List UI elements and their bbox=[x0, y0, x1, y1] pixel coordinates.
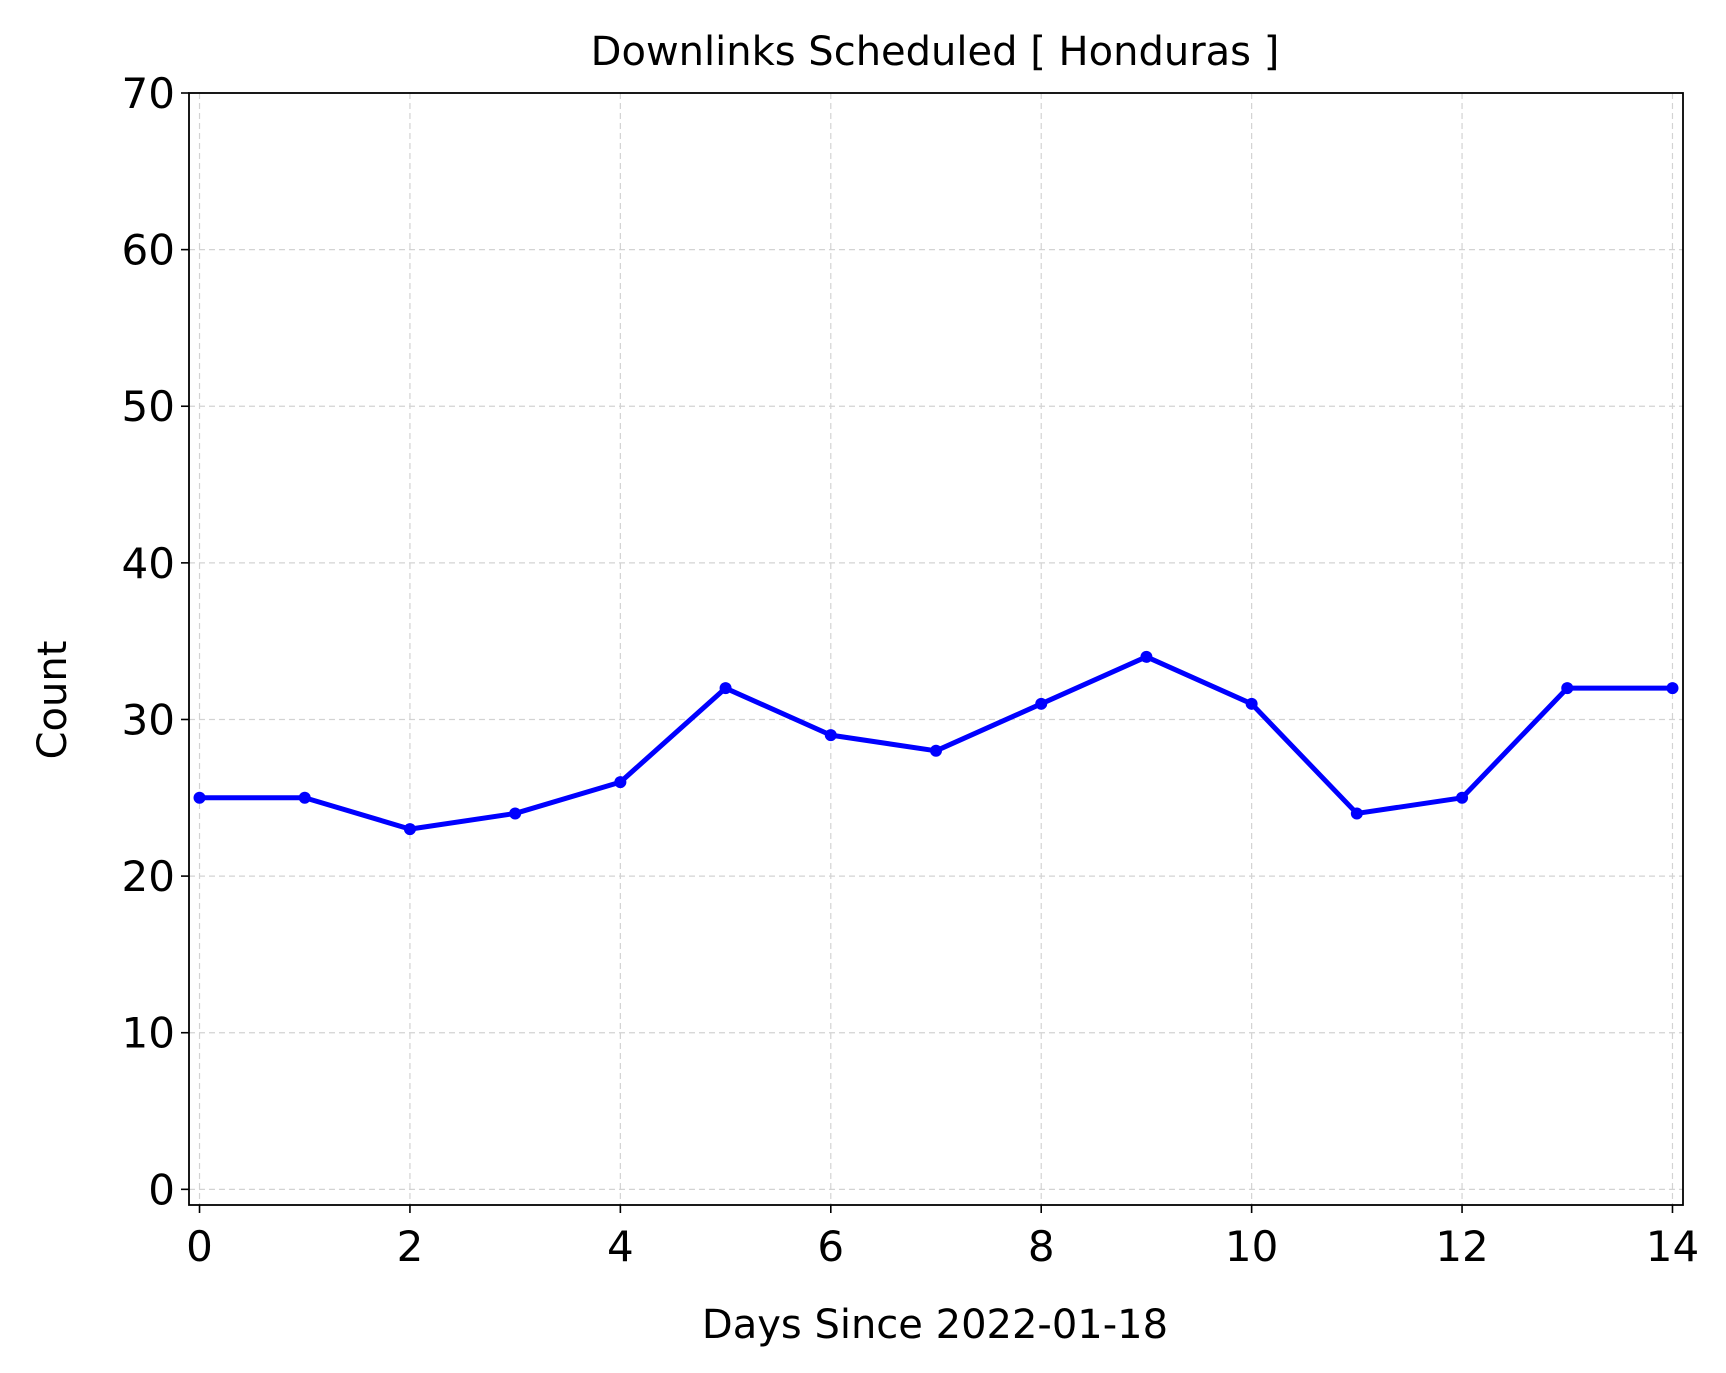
data-point bbox=[298, 791, 311, 804]
data-point bbox=[1245, 697, 1258, 710]
y-tick-label: 50 bbox=[122, 382, 175, 431]
data-point bbox=[1035, 697, 1048, 710]
data-point bbox=[193, 791, 206, 804]
series-layer bbox=[193, 650, 1679, 836]
y-tick-label: 40 bbox=[122, 539, 175, 588]
x-axis-label: Days Since 2022-01-18 bbox=[702, 1302, 1168, 1348]
x-tick-label: 0 bbox=[186, 1222, 213, 1271]
x-tick-label: 4 bbox=[607, 1222, 634, 1271]
y-axis-label: Count bbox=[30, 641, 76, 760]
y-tick-label: 10 bbox=[122, 1009, 175, 1058]
data-point bbox=[509, 807, 522, 820]
data-point bbox=[614, 776, 627, 789]
plot-frame bbox=[188, 92, 1684, 1206]
x-tick-label: 2 bbox=[397, 1222, 424, 1271]
x-axis: 0 2 4 6 8 10 12 14 bbox=[186, 1205, 1699, 1271]
y-tick-label: 30 bbox=[122, 695, 175, 744]
data-point bbox=[403, 823, 416, 836]
x-tick-label: 12 bbox=[1435, 1222, 1488, 1271]
chart-title: Downlinks Scheduled [ Honduras ] bbox=[591, 29, 1280, 75]
x-tick-label: 10 bbox=[1225, 1222, 1278, 1271]
data-point bbox=[1140, 650, 1153, 663]
data-point bbox=[1666, 682, 1679, 695]
data-point bbox=[719, 682, 732, 695]
y-tick-label: 60 bbox=[122, 226, 175, 275]
data-point bbox=[1561, 682, 1574, 695]
x-tick-label: 6 bbox=[817, 1222, 844, 1271]
y-axis: 0 10 20 30 40 50 60 70 bbox=[122, 69, 189, 1214]
x-tick-label: 8 bbox=[1028, 1222, 1055, 1271]
y-tick-label: 70 bbox=[122, 69, 175, 118]
data-point bbox=[930, 744, 942, 757]
y-tick-label: 0 bbox=[148, 1165, 175, 1214]
data-point bbox=[824, 729, 837, 742]
data-point bbox=[1350, 807, 1363, 820]
x-tick-label: 14 bbox=[1646, 1222, 1699, 1271]
data-point bbox=[1456, 791, 1469, 804]
y-tick-label: 20 bbox=[122, 852, 175, 901]
